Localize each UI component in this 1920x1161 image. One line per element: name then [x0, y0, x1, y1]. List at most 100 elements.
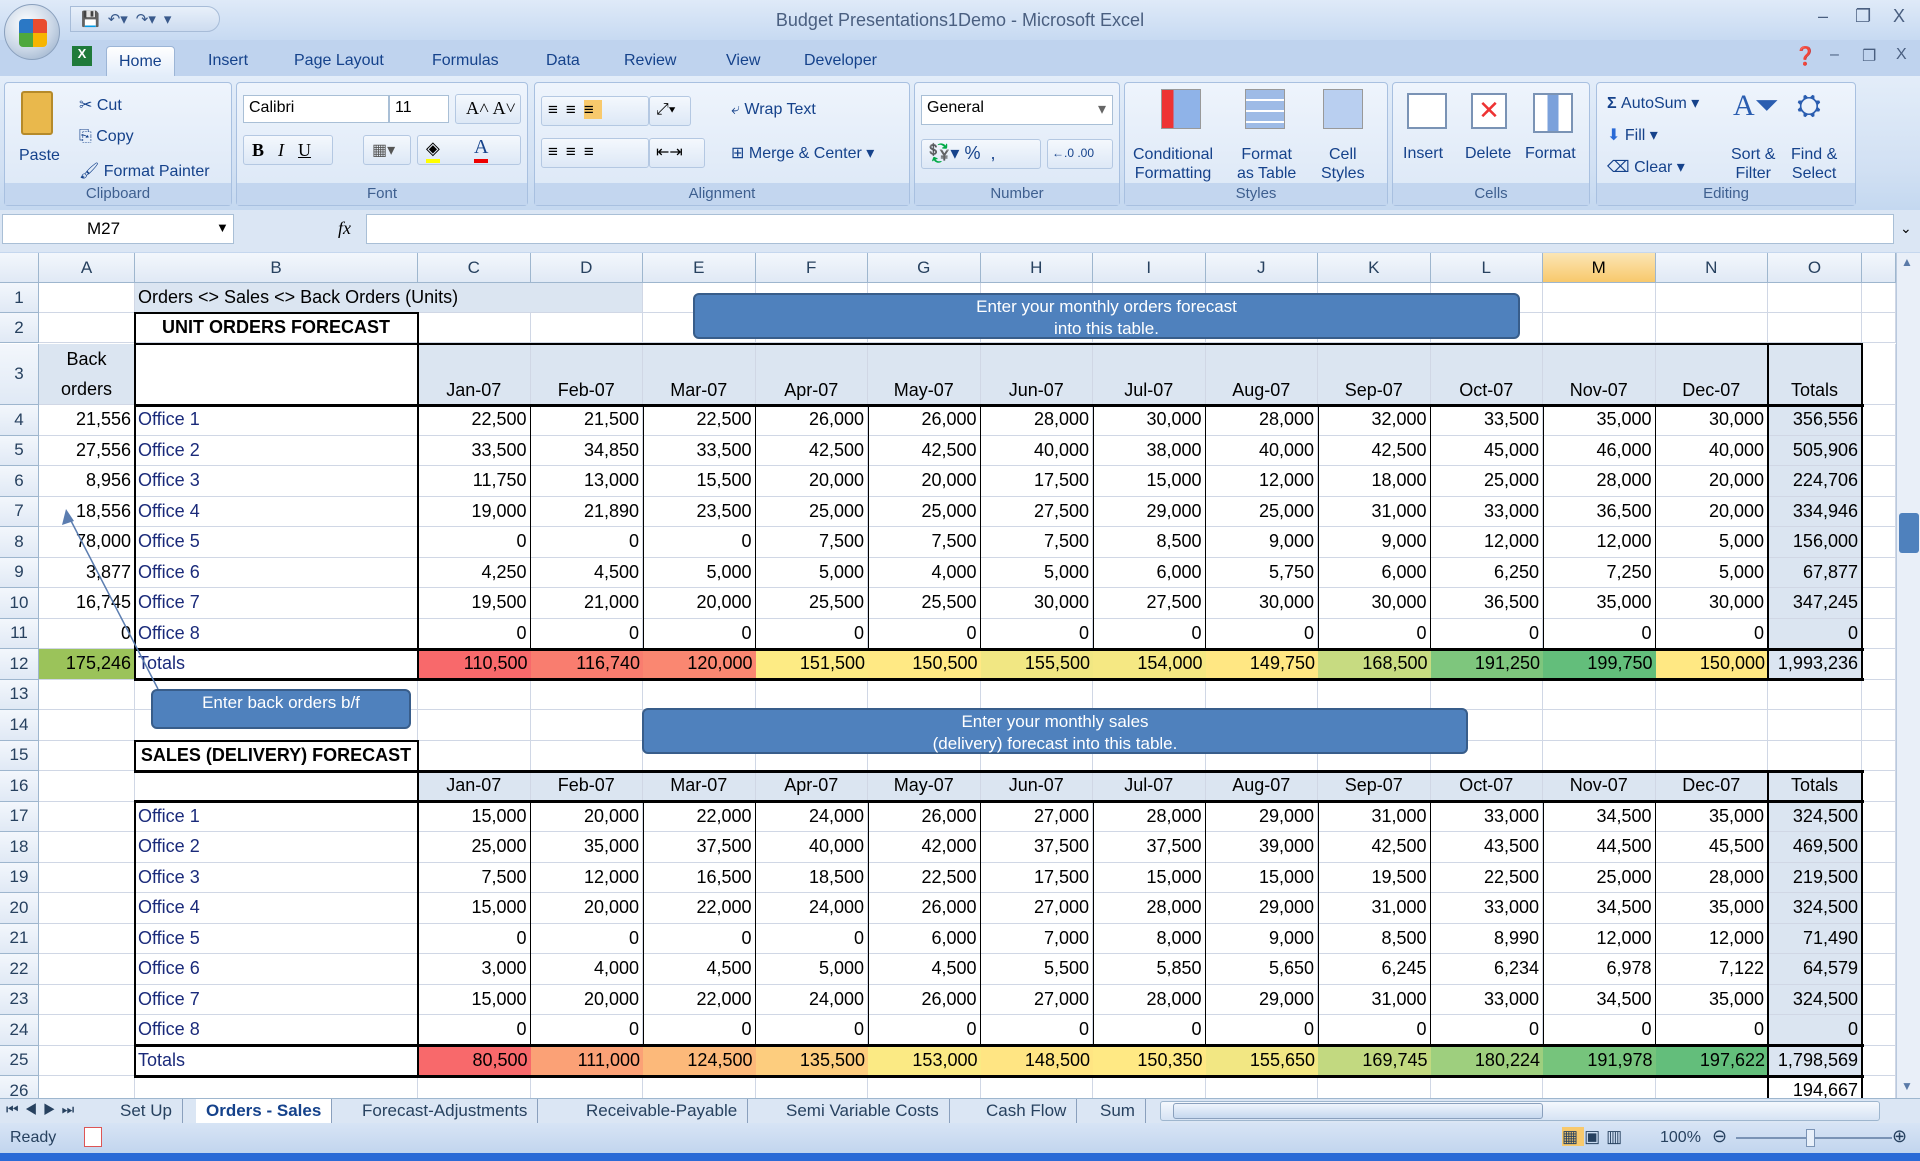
cell-A21[interactable]	[39, 923, 135, 954]
back-orders-value[interactable]: 0	[39, 618, 135, 649]
order-value[interactable]: 46,000	[1543, 435, 1656, 466]
office-name[interactable]: Office 3	[135, 466, 418, 497]
sales-heading[interactable]: SALES (DELIVERY) FORECAST	[135, 740, 418, 771]
back-orders-header[interactable]: Back orders	[39, 344, 135, 405]
cell-D15[interactable]	[530, 740, 643, 771]
order-value[interactable]: 42,500	[755, 435, 868, 466]
cell-C15[interactable]	[418, 740, 531, 771]
cell-O13[interactable]	[1768, 679, 1862, 710]
sales-value[interactable]: 0	[418, 1015, 531, 1046]
order-value[interactable]: 32,000	[1318, 405, 1431, 436]
sales-value[interactable]: 0	[530, 1015, 643, 1046]
vertical-scroll-thumb[interactable]	[1899, 513, 1919, 553]
office-name[interactable]: Office 8	[135, 1015, 418, 1046]
monthly-total[interactable]: 153,000	[868, 1045, 981, 1076]
office-total[interactable]: 324,500	[1768, 984, 1862, 1015]
sales-value[interactable]: 0	[1205, 1015, 1318, 1046]
monthly-total[interactable]: 197,622	[1655, 1045, 1768, 1076]
fill-font-color-buttons[interactable]: ◈ A	[417, 135, 521, 165]
month-header[interactable]: Jul-07	[1093, 344, 1206, 405]
monthly-total[interactable]: 120,000	[643, 649, 756, 680]
back-orders-value[interactable]: 27,556	[39, 435, 135, 466]
sales-value[interactable]: 45,500	[1655, 832, 1768, 863]
monthly-total[interactable]: 191,250	[1430, 649, 1543, 680]
sales-value[interactable]: 22,000	[643, 984, 756, 1015]
cell-P17[interactable]	[1862, 801, 1896, 832]
office-total[interactable]: 469,500	[1768, 832, 1862, 863]
cell-P2[interactable]	[1862, 313, 1896, 343]
back-orders-total[interactable]: 175,246	[39, 649, 135, 680]
indent-buttons[interactable]: ⇤⇥	[649, 138, 705, 168]
order-value[interactable]: 0	[1205, 618, 1318, 649]
cell-C1[interactable]	[418, 283, 531, 313]
month-header[interactable]: May-07	[868, 344, 981, 405]
row-header-4[interactable]: 4	[0, 405, 39, 436]
cell-J26[interactable]	[1206, 1076, 1318, 1098]
sales-value[interactable]: 39,000	[1205, 832, 1318, 863]
order-value[interactable]: 27,500	[980, 496, 1093, 527]
cut-button[interactable]: ✂ Cut	[79, 95, 122, 115]
cell-O15[interactable]	[1768, 740, 1862, 771]
month-header[interactable]: Jun-07	[980, 344, 1093, 405]
cell-P23[interactable]	[1862, 984, 1896, 1015]
sales-value[interactable]: 27,000	[980, 984, 1093, 1015]
order-value[interactable]: 0	[643, 527, 756, 558]
sales-value[interactable]: 0	[1543, 1015, 1656, 1046]
office-name[interactable]: Office 5	[135, 923, 418, 954]
order-value[interactable]: 5,000	[755, 557, 868, 588]
zoom-in-icon[interactable]: ⊕	[1892, 1126, 1908, 1146]
order-value[interactable]: 22,500	[418, 405, 531, 436]
cell-N13[interactable]	[1655, 679, 1768, 710]
cell-O14[interactable]	[1768, 710, 1862, 741]
sales-value[interactable]: 20,000	[530, 984, 643, 1015]
office-name[interactable]: Office 5	[135, 527, 418, 558]
sales-value[interactable]: 0	[1430, 1015, 1543, 1046]
sales-value[interactable]: 33,000	[1430, 893, 1543, 924]
name-box[interactable]: M27	[2, 214, 234, 244]
order-value[interactable]: 18,000	[1318, 466, 1431, 497]
row-header-21[interactable]: 21	[0, 923, 39, 954]
row-header-26[interactable]: 26	[0, 1076, 39, 1098]
column-header-B[interactable]: B	[135, 253, 418, 283]
order-value[interactable]: 21,500	[530, 405, 643, 436]
vertical-align-buttons[interactable]: ≡≡≡	[541, 96, 649, 126]
back-orders-instruction-note[interactable]: Enter back orders b/f	[151, 689, 411, 729]
office-name[interactable]: Office 7	[135, 588, 418, 619]
row-header-23[interactable]: 23	[0, 984, 39, 1015]
sheet-tab-orders-sales[interactable]: Orders - Sales	[196, 1099, 333, 1123]
month-header[interactable]: Nov-07	[1543, 771, 1656, 802]
column-header-C[interactable]: C	[418, 253, 531, 283]
minimize-button[interactable]: –	[1818, 6, 1829, 26]
sales-value[interactable]: 18,500	[755, 862, 868, 893]
order-value[interactable]: 20,000	[1655, 466, 1768, 497]
sheet-tab-semi-variable-costs[interactable]: Semi Variable Costs	[776, 1099, 950, 1123]
order-value[interactable]: 33,000	[1430, 496, 1543, 527]
copy-button[interactable]: ⎘ Copy	[79, 128, 134, 146]
order-value[interactable]: 0	[1093, 618, 1206, 649]
sales-value[interactable]: 0	[643, 1015, 756, 1046]
column-header-F[interactable]: F	[755, 253, 868, 283]
conditional-formatting-button[interactable]: Conditional Formatting	[1133, 146, 1214, 182]
cell-C2[interactable]	[418, 313, 531, 343]
monthly-total[interactable]: 150,000	[1655, 649, 1768, 680]
order-value[interactable]: 33,500	[1430, 405, 1543, 436]
ribbon-tab-review[interactable]: Review	[624, 52, 677, 69]
cell-P21[interactable]	[1862, 923, 1896, 954]
office-name[interactable]: Office 4	[135, 496, 418, 527]
column-header-G[interactable]: G	[868, 253, 981, 283]
sales-value[interactable]: 4,500	[643, 954, 756, 985]
sales-value[interactable]: 26,000	[868, 801, 981, 832]
order-value[interactable]: 5,000	[1655, 557, 1768, 588]
sheet-tab-receivable-payable[interactable]: Receivable-Payable	[576, 1099, 749, 1123]
order-value[interactable]: 20,000	[643, 588, 756, 619]
sales-value[interactable]: 8,500	[1318, 923, 1431, 954]
cell-P19[interactable]	[1862, 862, 1896, 893]
order-value[interactable]: 35,000	[1543, 405, 1656, 436]
sales-value[interactable]: 12,000	[530, 862, 643, 893]
order-value[interactable]: 7,500	[868, 527, 981, 558]
delete-cells-button[interactable]: Delete	[1465, 145, 1512, 162]
sales-value[interactable]: 0	[1655, 1015, 1768, 1046]
order-value[interactable]: 20,000	[1655, 496, 1768, 527]
monthly-total[interactable]: 154,000	[1093, 649, 1206, 680]
autosum-button[interactable]: Σ AutoSum ▾	[1607, 95, 1700, 112]
